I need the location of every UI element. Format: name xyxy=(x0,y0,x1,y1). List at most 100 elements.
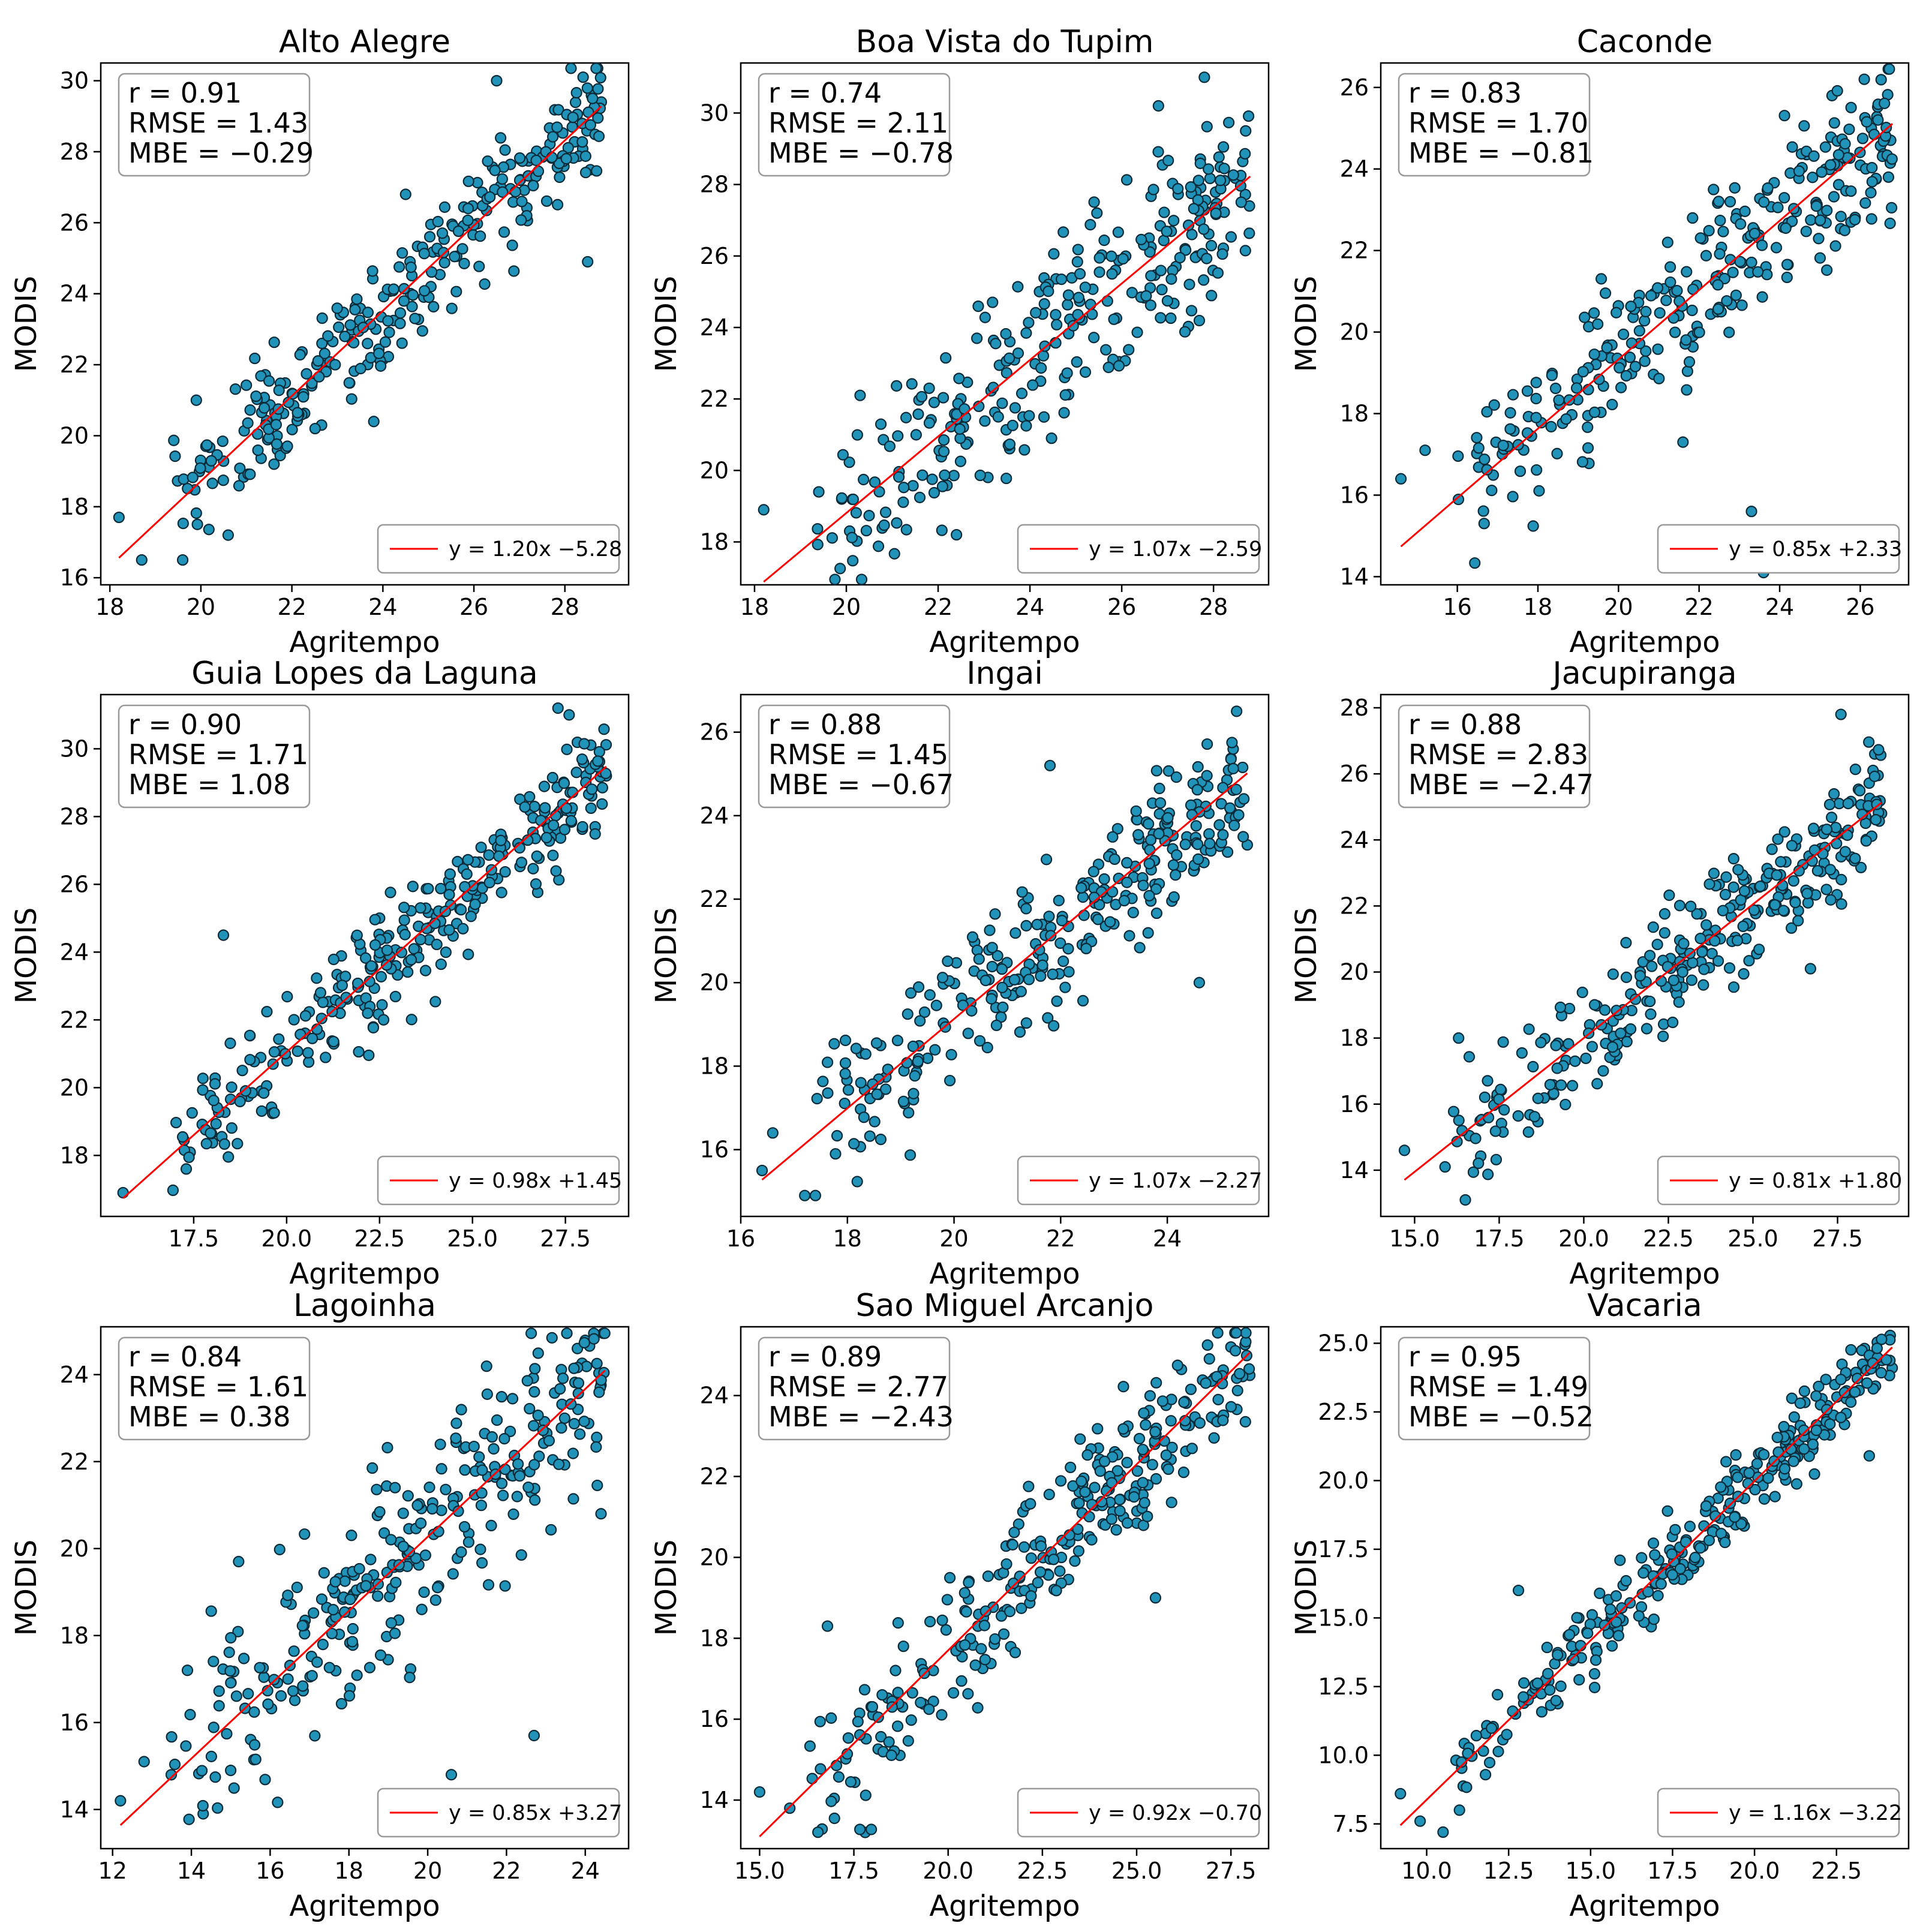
data-point xyxy=(432,1525,444,1537)
data-point xyxy=(990,338,1002,350)
data-point xyxy=(1477,505,1489,517)
data-point xyxy=(499,1580,511,1592)
data-point xyxy=(1551,1062,1563,1074)
stat-line: RMSE = 2.83 xyxy=(1408,738,1588,771)
data-point xyxy=(1691,908,1703,920)
data-point xyxy=(213,1700,225,1712)
data-point xyxy=(353,1045,365,1058)
data-point xyxy=(1823,798,1836,810)
x-tick-label: 25.0 xyxy=(1111,1858,1162,1884)
data-point xyxy=(1144,844,1156,856)
y-tick-label: 20.0 xyxy=(1318,1467,1369,1494)
data-point xyxy=(327,953,339,966)
regression-line xyxy=(1404,801,1882,1181)
data-point xyxy=(1793,165,1805,177)
stat-line: RMSE = 2.11 xyxy=(768,107,948,139)
data-point xyxy=(1855,861,1867,873)
data-point xyxy=(1165,1497,1177,1509)
data-point xyxy=(578,1336,590,1349)
data-point xyxy=(974,469,986,482)
data-point xyxy=(1223,116,1235,128)
data-point xyxy=(205,455,217,467)
y-tick-label: 20 xyxy=(60,1536,89,1562)
data-point xyxy=(1629,360,1642,372)
data-point xyxy=(1216,248,1228,260)
data-point xyxy=(558,824,571,836)
data-point xyxy=(918,1006,931,1018)
data-point xyxy=(1198,274,1210,286)
data-point xyxy=(1203,1353,1215,1365)
data-point xyxy=(1009,927,1021,939)
data-point xyxy=(1140,290,1152,302)
data-point xyxy=(183,1151,195,1164)
y-tick-label: 16 xyxy=(60,1709,89,1736)
data-point xyxy=(814,1715,826,1727)
x-tick-label: 22 xyxy=(277,594,306,620)
x-tick-label: 20.0 xyxy=(923,1858,973,1884)
data-point xyxy=(1171,1359,1183,1371)
data-point xyxy=(1708,184,1720,196)
data-point xyxy=(1640,305,1652,318)
data-point xyxy=(233,480,245,492)
data-point xyxy=(1183,278,1195,290)
data-point xyxy=(569,97,582,109)
data-point xyxy=(1772,202,1784,214)
data-point xyxy=(1490,1153,1503,1165)
data-point xyxy=(1243,227,1255,239)
data-point xyxy=(1155,265,1167,277)
y-tick-label: 20 xyxy=(700,457,729,483)
data-point xyxy=(1185,305,1198,317)
y-axis-label: MODIS xyxy=(650,276,683,372)
data-point xyxy=(1059,389,1071,401)
data-point xyxy=(420,923,432,935)
data-point xyxy=(357,322,369,333)
data-point xyxy=(1098,235,1110,247)
data-point xyxy=(1567,1653,1580,1665)
data-point xyxy=(1625,337,1638,349)
data-point xyxy=(1198,223,1210,235)
data-point xyxy=(1700,250,1712,262)
data-point xyxy=(986,960,998,973)
data-point xyxy=(1810,1424,1822,1437)
data-point xyxy=(1845,185,1857,197)
data-point xyxy=(458,1521,471,1533)
legend-label: y = 1.20x −5.28 xyxy=(449,537,622,561)
data-point xyxy=(1871,1342,1883,1354)
data-point xyxy=(1041,854,1053,866)
x-tick-label: 26 xyxy=(1107,594,1136,620)
data-point xyxy=(1854,785,1866,797)
data-point xyxy=(1185,1383,1197,1395)
data-point xyxy=(365,1554,377,1566)
data-point xyxy=(905,987,917,999)
data-point xyxy=(812,523,824,535)
data-point xyxy=(936,524,948,536)
legend: y = 0.85x +2.33 xyxy=(1657,524,1902,574)
data-point xyxy=(1006,1539,1018,1551)
data-point xyxy=(263,375,275,387)
data-point xyxy=(1637,1567,1649,1579)
data-point xyxy=(565,815,577,827)
data-point xyxy=(1088,196,1100,208)
data-point xyxy=(1681,266,1693,278)
x-tick-label: 20 xyxy=(832,594,861,620)
data-point xyxy=(891,517,903,529)
y-axis-label: MODIS xyxy=(1290,1540,1323,1636)
data-point xyxy=(1571,1612,1583,1624)
data-point xyxy=(1071,256,1083,268)
data-point xyxy=(409,313,421,324)
data-point xyxy=(1709,935,1721,947)
data-point xyxy=(320,1051,332,1063)
data-point xyxy=(455,1546,467,1558)
data-point xyxy=(1042,1012,1054,1024)
data-point xyxy=(831,1129,843,1142)
data-point xyxy=(568,1362,580,1374)
data-point xyxy=(1743,955,1755,967)
data-point xyxy=(596,798,608,810)
data-point xyxy=(886,1701,898,1713)
data-point xyxy=(333,321,345,333)
data-point xyxy=(914,1015,926,1027)
data-point xyxy=(1771,869,1783,881)
data-point xyxy=(954,423,966,435)
data-point xyxy=(1230,783,1242,795)
